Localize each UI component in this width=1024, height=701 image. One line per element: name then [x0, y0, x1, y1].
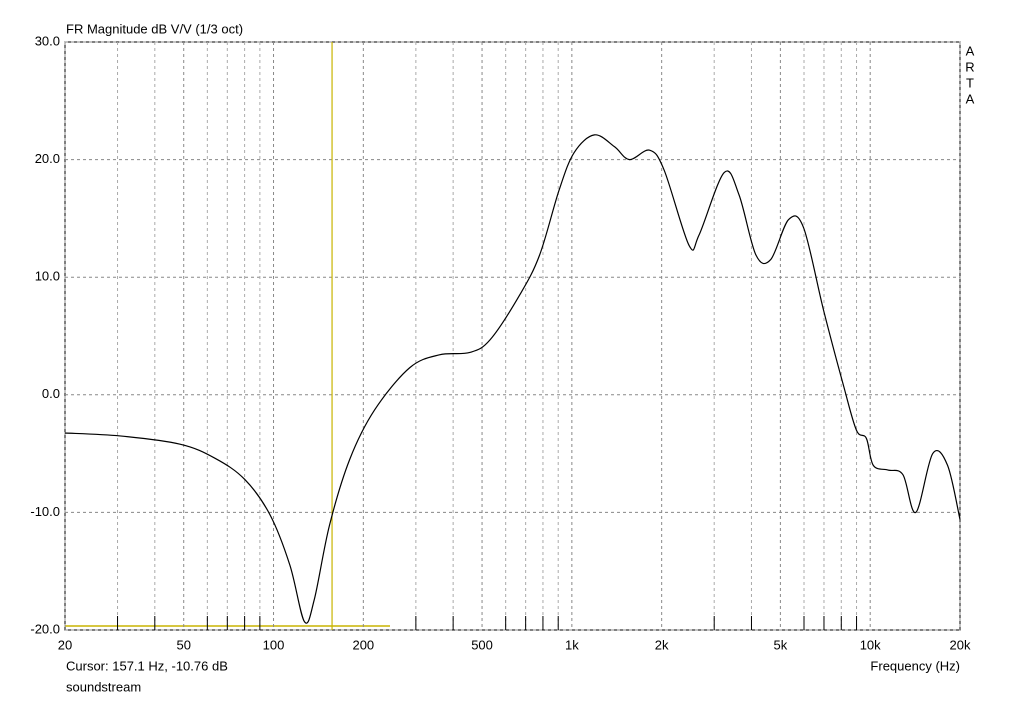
response-curve	[64, 134, 961, 624]
y-tick-label: 20.0	[35, 151, 60, 166]
x-tick-label: 20	[58, 637, 72, 652]
y-tick-label: 10.0	[35, 269, 60, 284]
caption: soundstream	[66, 679, 141, 694]
x-tick-label: 500	[471, 637, 493, 652]
brand-letter: A	[966, 91, 975, 106]
x-tick-label: 10k	[860, 637, 881, 652]
x-tick-label: 2k	[655, 637, 669, 652]
brand-letter: T	[966, 75, 974, 90]
cursor-readout: Cursor: 157.1 Hz, -10.76 dB	[66, 658, 228, 673]
x-tick-label: 50	[176, 637, 190, 652]
x-tick-label: 5k	[774, 637, 788, 652]
x-axis-label: Frequency (Hz)	[870, 658, 960, 673]
brand-letter: R	[965, 59, 974, 74]
y-tick-label: -10.0	[30, 504, 60, 519]
y-tick-label: -20.0	[30, 621, 60, 636]
x-tick-label: 1k	[565, 637, 579, 652]
x-tick-label: 100	[263, 637, 285, 652]
brand-letter: A	[966, 43, 975, 58]
y-tick-label: 30.0	[35, 33, 60, 48]
x-tick-label: 200	[352, 637, 374, 652]
x-tick-label: 20k	[950, 637, 971, 652]
y-tick-label: 0.0	[42, 386, 60, 401]
chart-title: FR Magnitude dB V/V (1/3 oct)	[66, 21, 243, 36]
